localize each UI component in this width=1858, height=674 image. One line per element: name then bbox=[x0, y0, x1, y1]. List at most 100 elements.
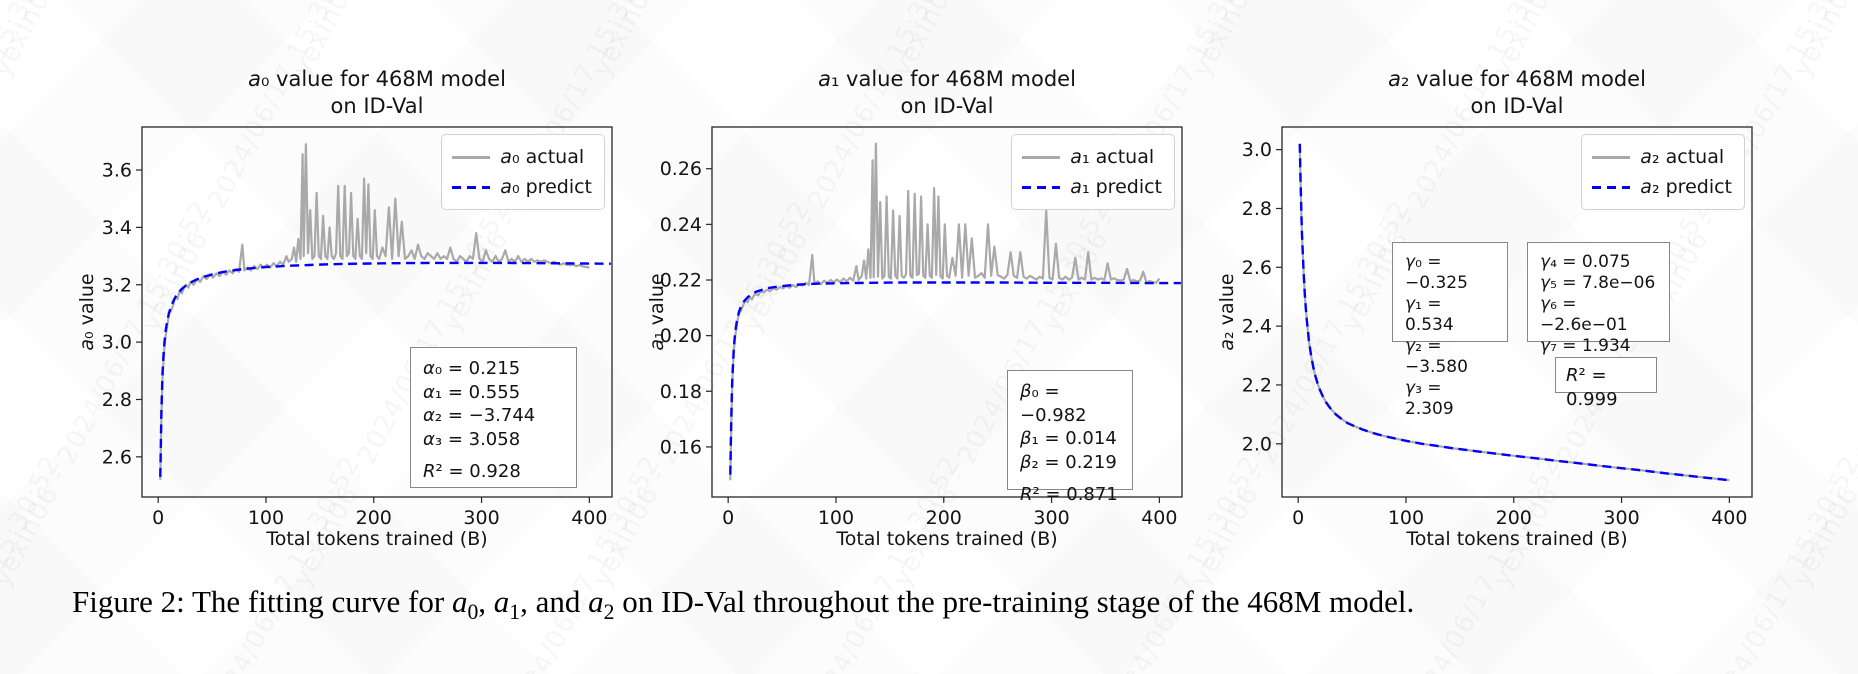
svg-text:0.20: 0.20 bbox=[660, 325, 702, 347]
legend-row-predict: a₂ predict bbox=[1592, 172, 1732, 202]
r-squared-box: R² = 0.999 bbox=[1555, 357, 1657, 410]
r-squared-line: R² = 0.928 bbox=[423, 461, 521, 482]
axes-plot-a2: 0 100 200 300 400 2.0 2.2 2.4 2.6 2.8 3.0 bbox=[1242, 126, 1753, 529]
plot-title-line2: on ID-Val bbox=[1470, 94, 1564, 118]
legend-a0: a₀ actual a₀ predict bbox=[441, 134, 605, 210]
param-line: γ₃ = 2.309 bbox=[1405, 378, 1454, 419]
params-box-gamma-left: γ₀ = −0.325 γ₁ = 0.534 γ₂ = −3.580 γ₃ = … bbox=[1392, 242, 1508, 419]
legend-label: a₁ predict bbox=[1070, 176, 1162, 198]
svg-text:100: 100 bbox=[818, 507, 854, 529]
svg-text:300: 300 bbox=[1603, 507, 1639, 529]
param-line: γ₇ = 1.934 bbox=[1540, 336, 1631, 356]
svg-text:3.2: 3.2 bbox=[102, 274, 132, 296]
panel-a0: a₀ value for 468M model on ID-Val a₀ val… bbox=[76, 0, 620, 600]
param-line: γ₄ = 0.075 bbox=[1540, 252, 1631, 272]
caption-var-a0: a bbox=[451, 584, 468, 619]
param-line: γ₀ = −0.325 bbox=[1405, 252, 1468, 293]
svg-text:2.8: 2.8 bbox=[1242, 198, 1272, 220]
legend-row-actual: a₀ actual bbox=[452, 142, 592, 172]
legend-row-predict: a₁ predict bbox=[1022, 172, 1162, 202]
legend-a1: a₁ actual a₁ predict bbox=[1011, 134, 1175, 210]
panel-a1: a₁ value for 468M model on ID-Val a₁ val… bbox=[646, 0, 1190, 600]
svg-text:2.0: 2.0 bbox=[1242, 433, 1272, 455]
svg-text:3.6: 3.6 bbox=[102, 160, 132, 182]
plot-title-a0: a₀ value for 468M model on ID-Val bbox=[142, 66, 612, 120]
plot-title-a1: a₁ value for 468M model on ID-Val bbox=[712, 66, 1182, 120]
x-axis-label-a2: Total tokens trained (B) bbox=[1406, 528, 1628, 550]
plot-title-line1: a₁ value for 468M model bbox=[818, 67, 1076, 91]
svg-text:0.22: 0.22 bbox=[660, 270, 702, 292]
svg-text:400: 400 bbox=[1141, 507, 1177, 529]
plot-title-line2: on ID-Val bbox=[330, 94, 424, 118]
svg-text:0.24: 0.24 bbox=[660, 214, 702, 236]
gray-solid-line-swatch bbox=[1022, 155, 1061, 159]
svg-text:0: 0 bbox=[152, 507, 164, 529]
x-axis-label-a1: Total tokens trained (B) bbox=[836, 528, 1058, 550]
svg-text:0.16: 0.16 bbox=[660, 436, 702, 458]
legend-a2: a₂ actual a₂ predict bbox=[1581, 134, 1745, 210]
svg-text:400: 400 bbox=[571, 507, 607, 529]
param-line: γ₅ = 7.8e−06 bbox=[1540, 273, 1656, 293]
gray-solid-line-swatch bbox=[452, 155, 491, 159]
plot-title-line2: on ID-Val bbox=[900, 94, 994, 118]
svg-text:100: 100 bbox=[248, 507, 284, 529]
legend-row-predict: a₀ predict bbox=[452, 172, 592, 202]
blue-dashed-line-swatch bbox=[1022, 185, 1061, 189]
param-line: α₃ = 3.058 bbox=[423, 428, 521, 450]
svg-text:100: 100 bbox=[1388, 507, 1424, 529]
svg-text:200: 200 bbox=[356, 507, 392, 529]
svg-text:0: 0 bbox=[722, 507, 734, 529]
x-axis-label-a0: Total tokens trained (B) bbox=[266, 528, 488, 550]
gray-solid-line-swatch bbox=[1592, 155, 1631, 159]
svg-text:2.8: 2.8 bbox=[102, 389, 132, 411]
legend-label: a₀ actual bbox=[500, 146, 585, 168]
axes-plot-a1: 0 100 200 300 400 0.16 0.18 0.20 0.22 0.24 0.26 bbox=[660, 126, 1183, 529]
svg-text:0: 0 bbox=[1292, 507, 1304, 529]
legend-row-actual: a₁ actual bbox=[1022, 142, 1162, 172]
watermark-text: yexin06 - 2024/06/17 15:30:52 bbox=[0, 450, 67, 674]
param-line: γ₂ = −3.580 bbox=[1405, 336, 1468, 377]
svg-text:200: 200 bbox=[926, 507, 962, 529]
watermark-text: yexin06 - 2024/06/17 15:30:52 bbox=[1786, 196, 1858, 593]
svg-text:2.4: 2.4 bbox=[1242, 316, 1272, 338]
watermark-text: yexin06 - 2024/06/17 15:30:52 bbox=[1787, 0, 1858, 82]
figure-caption: Figure 2: The fitting curve for a0, a1, … bbox=[72, 584, 1415, 625]
svg-text:3.4: 3.4 bbox=[102, 217, 132, 239]
svg-text:2.6: 2.6 bbox=[1242, 257, 1272, 279]
caption-text: Figure 2: The fitting curve for bbox=[72, 584, 452, 619]
caption-var-a2: a bbox=[588, 584, 604, 619]
legend-row-actual: a₂ actual bbox=[1592, 142, 1732, 172]
param-line: α₁ = 0.555 bbox=[423, 381, 521, 403]
svg-text:3.0: 3.0 bbox=[102, 332, 132, 354]
params-box-gamma-right: γ₄ = 0.075 γ₅ = 7.8e−06 γ₆ = −2.6e−01 γ₇… bbox=[1527, 242, 1670, 356]
blue-dashed-line-swatch bbox=[452, 185, 491, 189]
plot-title-line1: a₂ value for 468M model bbox=[1388, 67, 1646, 91]
svg-text:2.2: 2.2 bbox=[1242, 374, 1272, 396]
svg-text:200: 200 bbox=[1496, 507, 1532, 529]
svg-text:400: 400 bbox=[1711, 507, 1747, 529]
watermark-text: yexin06 - 2024/06/17 15:30:52 bbox=[0, 0, 67, 337]
svg-text:0.18: 0.18 bbox=[660, 381, 702, 403]
panel-a2: a₂ value for 468M model on ID-Val a₂ val… bbox=[1216, 0, 1760, 600]
param-line: β₂ = 0.219 bbox=[1020, 451, 1117, 473]
legend-label: a₂ actual bbox=[1640, 146, 1725, 168]
legend-label: a₁ actual bbox=[1070, 146, 1155, 168]
param-line: α₀ = 0.215 bbox=[423, 358, 521, 379]
params-box-beta: β₀ = −0.982 β₁ = 0.014 β₂ = 0.219 R² = 0… bbox=[1007, 370, 1133, 505]
plot-title-line1: a₀ value for 468M model bbox=[248, 67, 506, 91]
svg-text:2.6: 2.6 bbox=[102, 446, 132, 468]
svg-text:300: 300 bbox=[1033, 507, 1069, 529]
param-line: γ₆ = −2.6e−01 bbox=[1540, 294, 1628, 335]
param-line: β₁ = 0.014 bbox=[1020, 428, 1117, 449]
param-line: β₀ = −0.982 bbox=[1020, 381, 1087, 426]
axes-plot-a0: 0 100 200 300 400 2.6 2.8 3.0 3.2 3.4 3.6 bbox=[102, 126, 613, 529]
caption-var-a1: a bbox=[493, 584, 510, 619]
param-line: α₂ = −3.744 bbox=[423, 405, 536, 426]
param-line: γ₁ = 0.534 bbox=[1405, 294, 1454, 335]
r-squared-line: R² = 0.999 bbox=[1566, 365, 1618, 410]
svg-text:300: 300 bbox=[463, 507, 499, 529]
legend-label: a₂ predict bbox=[1640, 176, 1732, 198]
r-squared-line: R² = 0.871 bbox=[1020, 484, 1118, 505]
params-box-alpha: α₀ = 0.215 α₁ = 0.555 α₂ = −3.744 α₃ = 3… bbox=[410, 347, 577, 488]
blue-dashed-line-swatch bbox=[1592, 185, 1631, 189]
